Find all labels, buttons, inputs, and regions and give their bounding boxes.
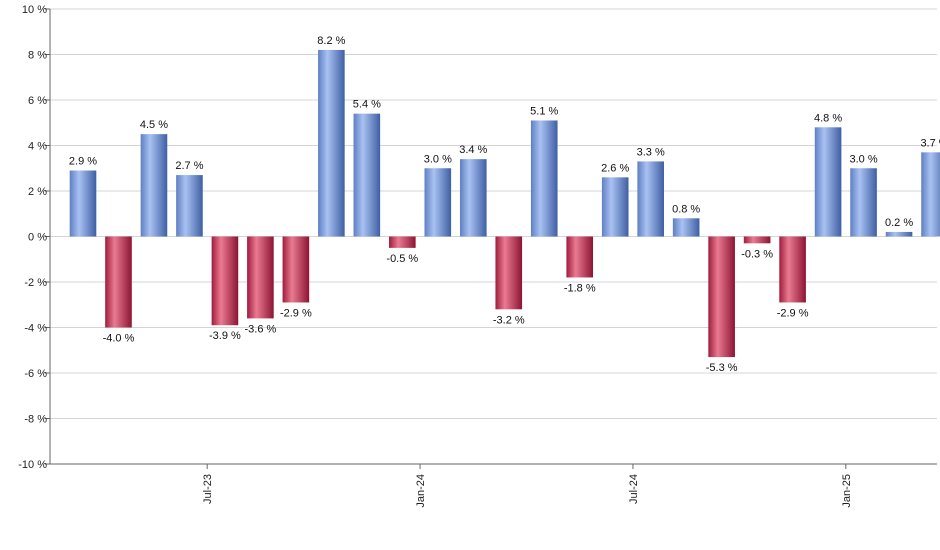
bar bbox=[708, 236, 735, 358]
bar-value-label: 2.7 % bbox=[175, 160, 203, 172]
bar-value-label: 0.2 % bbox=[885, 217, 913, 229]
y-tick-label: 2 % bbox=[28, 186, 47, 198]
bar-value-label: -5.3 % bbox=[706, 362, 738, 374]
bar bbox=[743, 236, 771, 244]
bar-value-label: 5.4 % bbox=[353, 99, 381, 111]
y-tick-label: 4 % bbox=[28, 141, 47, 153]
bar-value-label: 2.6 % bbox=[601, 162, 629, 174]
bar bbox=[814, 127, 842, 237]
bar-value-label: -4.0 % bbox=[103, 333, 135, 345]
bar-value-label: 3.0 % bbox=[424, 153, 452, 165]
y-tick-label: -10 % bbox=[18, 459, 47, 471]
bar bbox=[566, 236, 594, 278]
bar bbox=[105, 236, 132, 328]
bar bbox=[211, 236, 239, 326]
x-tick-label: Jan-24 bbox=[415, 474, 427, 508]
bar bbox=[885, 231, 913, 237]
bar-value-label: -0.3 % bbox=[741, 248, 773, 260]
bar bbox=[389, 236, 416, 248]
bar bbox=[140, 134, 168, 237]
bar-value-label: -3.6 % bbox=[245, 323, 277, 335]
bar-value-label: 5.1 % bbox=[530, 105, 558, 117]
bar-value-labels: 2.9 %-4.0 %4.5 %2.7 %-3.9 %-3.6 %-2.9 %8… bbox=[69, 35, 940, 374]
bar-value-label: 4.5 % bbox=[140, 119, 168, 131]
bar bbox=[779, 236, 806, 303]
y-tick-label: 6 % bbox=[28, 95, 47, 107]
bar bbox=[282, 236, 310, 303]
x-axis-ticks: Jul-23 Jan-24 Jul-24 Jan-25 bbox=[202, 464, 853, 508]
bar-value-label: 0.8 % bbox=[672, 203, 700, 215]
bar bbox=[176, 175, 203, 237]
bar bbox=[672, 218, 700, 237]
axes bbox=[49, 9, 937, 465]
bars bbox=[69, 49, 940, 358]
bar-value-label: 3.4 % bbox=[459, 144, 487, 156]
bar-value-label: 3.7 % bbox=[920, 137, 940, 149]
bar-value-label: 3.0 % bbox=[849, 153, 877, 165]
bar bbox=[601, 177, 629, 237]
y-tick-label: 10 % bbox=[22, 4, 47, 16]
y-tick-label: 0 % bbox=[28, 232, 47, 244]
bar bbox=[850, 168, 877, 237]
y-tick-label: -2 % bbox=[24, 277, 47, 289]
y-tick-label: -6 % bbox=[24, 368, 47, 380]
bar-value-label: -3.9 % bbox=[209, 330, 241, 342]
bar bbox=[495, 236, 523, 310]
bar-value-label: -2.9 % bbox=[280, 307, 312, 319]
bar-value-label: -2.9 % bbox=[777, 307, 809, 319]
bar bbox=[69, 170, 97, 237]
bar bbox=[353, 113, 381, 237]
y-tick-label: 8 % bbox=[28, 50, 47, 62]
bar-value-label: 3.3 % bbox=[637, 146, 665, 158]
bar-value-label: -1.8 % bbox=[564, 282, 596, 294]
bar bbox=[459, 159, 487, 237]
bar bbox=[637, 161, 664, 237]
y-axis-ticks: -10 % -8 % -6 % -4 % -2 % 0 % 2 % 4 % 6 % 8 % 10 % bbox=[18, 4, 50, 471]
bar bbox=[921, 152, 940, 237]
y-tick-label: -8 % bbox=[24, 414, 47, 426]
bar-value-label: 8.2 % bbox=[317, 35, 345, 47]
bar bbox=[247, 236, 274, 319]
bar-value-label: 4.8 % bbox=[814, 112, 842, 124]
x-tick-label: Jul-23 bbox=[202, 474, 214, 504]
x-tick-label: Jul-24 bbox=[628, 474, 640, 504]
bar bbox=[424, 168, 452, 237]
x-tick-label: Jan-25 bbox=[841, 474, 853, 508]
y-tick-label: -4 % bbox=[24, 323, 47, 335]
bar bbox=[318, 49, 345, 237]
bar-value-label: 2.9 % bbox=[69, 156, 97, 168]
bar-value-label: -0.5 % bbox=[386, 253, 418, 265]
bar bbox=[530, 120, 558, 237]
bar-value-label: -3.2 % bbox=[493, 314, 525, 326]
